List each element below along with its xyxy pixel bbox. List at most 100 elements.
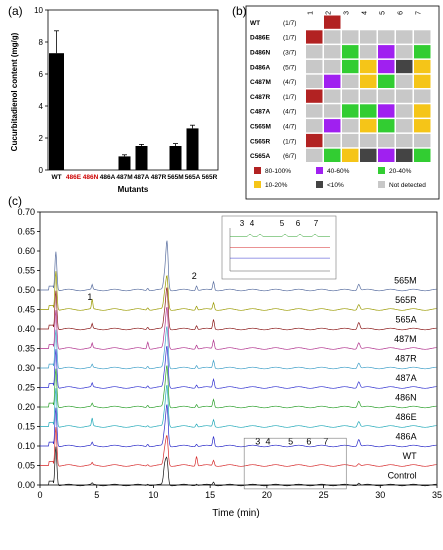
bar-wt <box>49 53 64 171</box>
heatmap-cell <box>414 74 431 88</box>
trace-label: 565R <box>395 295 417 305</box>
heatmap-legend-label: 10-20% <box>265 182 288 189</box>
heatmap-cell <box>378 148 395 162</box>
peak-annotation: 7 <box>323 436 328 446</box>
trace-label: 486N <box>395 392 417 402</box>
trace-label: 565A <box>396 314 417 324</box>
panel-label-b: (b) <box>232 4 247 18</box>
heatmap-cell <box>378 119 395 133</box>
peak-annotation: 2 <box>192 271 197 281</box>
trace-label: Control <box>388 470 417 480</box>
heatmap-row-label: C487A <box>250 109 271 116</box>
trace-565m <box>40 240 437 292</box>
heatmap-cell <box>306 133 323 148</box>
chromatogram-ytick-label: 0.00 <box>17 480 35 490</box>
heatmap-cell <box>396 74 413 88</box>
chromatogram-ytick-label: 0.55 <box>17 266 35 276</box>
heatmap-cell <box>360 89 377 103</box>
heatmap-cell <box>378 89 395 103</box>
heatmap-row-count: (4/7) <box>283 109 296 116</box>
heatmap-legend-label: Not detected <box>389 182 426 189</box>
bar-chart-ytick-label: 4 <box>39 102 44 111</box>
inset-peak-label: 7 <box>314 219 319 228</box>
heatmap-cell <box>396 45 413 59</box>
heatmap-row-label: C565R <box>250 138 271 145</box>
heatmap-cell <box>306 148 323 162</box>
heatmap-cell <box>414 30 431 44</box>
heatmap-cell <box>414 45 431 59</box>
heatmap-cell <box>306 30 323 44</box>
bar-chart-xtick-label: 565M <box>167 174 183 181</box>
bar-chart-ytick-label: 2 <box>39 134 44 143</box>
chromatogram-ytick-label: 0.25 <box>17 383 35 393</box>
chromatogram-ytick-label: 0.65 <box>17 227 35 237</box>
heatmap-cell <box>360 45 377 59</box>
chromatogram-xtick-label: 5 <box>94 490 99 500</box>
heatmap-frame <box>245 5 440 200</box>
heatmap-cell <box>306 59 323 74</box>
heatmap-cell <box>360 74 377 88</box>
heatmap-row-label: D486E <box>250 35 271 42</box>
heatmap-cell <box>324 15 341 29</box>
trace-label: 487A <box>396 373 417 383</box>
heatmap-column-label: 6 <box>397 11 404 15</box>
heatmap-cell <box>324 89 341 103</box>
heatmap-legend-swatch <box>254 181 261 188</box>
chromatogram-ytick-label: 0.50 <box>17 285 35 295</box>
panel-label-c: (c) <box>8 194 22 208</box>
heatmap-cell <box>306 74 323 88</box>
heatmap-cell <box>396 119 413 133</box>
chromatogram-ytick-label: 0.10 <box>17 441 35 451</box>
bar-487m <box>118 156 131 170</box>
peak-annotation: 4 <box>265 436 270 446</box>
chromatogram-ytick-label: 0.60 <box>17 246 35 256</box>
bar-chart-ytick-label: 6 <box>39 70 44 79</box>
peak-annotation: 3 <box>255 436 260 446</box>
peak-annotation: 5 <box>288 436 293 446</box>
trace-control <box>40 446 437 487</box>
heatmap-cell <box>342 74 359 88</box>
trace-label: 486A <box>396 431 417 441</box>
trace-label: 486E <box>396 412 417 422</box>
chromatogram-ytick-label: 0.05 <box>17 461 35 471</box>
chromatogram-xtick-label: 25 <box>319 490 329 500</box>
inset-trace <box>230 233 330 237</box>
heatmap-cell <box>396 104 413 118</box>
inset-peak-label: 4 <box>250 219 255 228</box>
heatmap-cell <box>396 148 413 162</box>
heatmap-cell <box>342 133 359 148</box>
heatmap-column-label: 4 <box>361 11 368 15</box>
heatmap-cell <box>360 133 377 148</box>
heatmap-row-count: (4/7) <box>283 79 296 86</box>
heatmap-row-label: D486A <box>250 64 271 71</box>
heatmap-cell <box>342 89 359 103</box>
heatmap-legend-swatch <box>378 167 385 174</box>
heatmap-cell <box>414 104 431 118</box>
inset-peak-label: 6 <box>296 219 301 228</box>
heatmap-row-count: (3/7) <box>283 50 296 57</box>
trace-label: 487M <box>394 334 417 344</box>
heatmap-row-label: C565A <box>250 153 271 160</box>
heatmap-cell <box>360 119 377 133</box>
heatmap-cell <box>378 45 395 59</box>
peak-annotation: 1 <box>87 292 92 302</box>
heatmap-legend-label: 20-40% <box>389 168 412 175</box>
heatmap: 1 2 3 4 5 6 7 WT (1/7) D486E (1/7) D486N (3/7) D486A (… <box>245 5 440 200</box>
heatmap-cell <box>414 133 431 148</box>
heatmap-column-label: 5 <box>379 11 386 15</box>
chromatogram-xtick-label: 0 <box>37 490 42 500</box>
heatmap-cell <box>324 30 341 44</box>
bar-chart-ytick-label: 10 <box>34 6 43 15</box>
chromatogram-xtick-label: 35 <box>432 490 442 500</box>
heatmap-cell <box>324 104 341 118</box>
bar-chart-xtick-label: 486E <box>66 174 82 181</box>
chromatogram-xtick-label: 10 <box>148 490 158 500</box>
heatmap-cell <box>324 148 341 162</box>
heatmap-cell <box>306 45 323 59</box>
heatmap-cell <box>342 104 359 118</box>
heatmap-cell <box>324 119 341 133</box>
heatmap-cell <box>378 59 395 74</box>
heatmap-cell <box>360 59 377 74</box>
heatmap-column-label: 3 <box>343 11 350 15</box>
